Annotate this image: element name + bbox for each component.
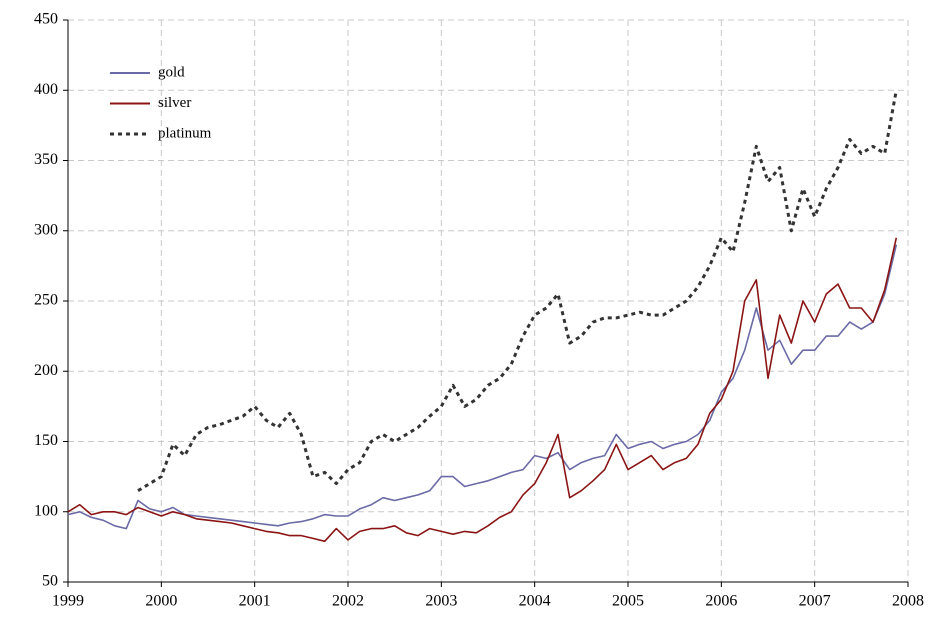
y-tick-label: 150 [34,432,58,449]
x-tick-label: 2002 [332,593,364,610]
x-tick-label: 2003 [425,593,457,610]
y-tick-label: 450 [34,11,58,28]
x-tick-label: 2001 [239,593,271,610]
y-tick-label: 300 [34,221,58,238]
x-tick-label: 2008 [892,593,924,610]
y-tick-label: 200 [34,362,58,379]
x-tick-label: 2004 [519,593,551,610]
y-tick-label: 50 [42,573,58,590]
x-tick-label: 1999 [52,593,84,610]
y-tick-label: 250 [34,292,58,309]
y-tick-label: 400 [34,81,58,98]
x-tick-label: 2000 [145,593,177,610]
legend-label: gold [158,64,185,80]
y-tick-label: 100 [34,502,58,519]
y-tick-label: 350 [34,151,58,168]
legend-label: platinum [158,125,212,141]
series-line [137,90,898,492]
x-tick-label: 2006 [705,593,737,610]
series-line [67,237,898,543]
x-tick-label: 2007 [799,593,831,610]
legend-label: silver [158,95,191,111]
series-line [67,244,898,530]
x-tick-label: 2005 [612,593,644,610]
